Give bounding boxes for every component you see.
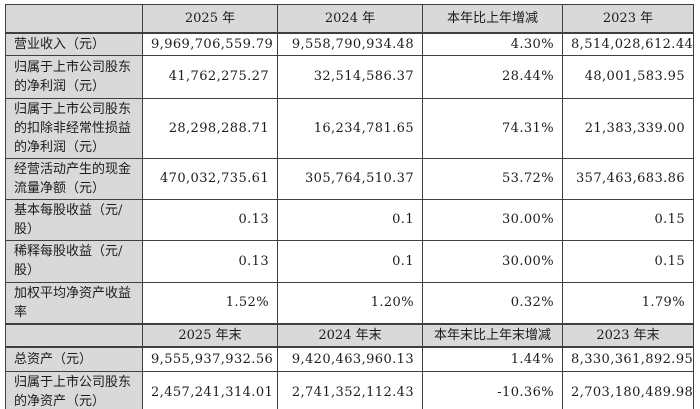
row-label-operating-cash-flow: 经营活动产生的现金流量净额（元）	[5, 157, 143, 200]
table-header-row-annual: 2025 年 2024 年 本年比上年增减 2023 年	[5, 4, 694, 34]
value-cell: 2,703,180,489.98	[562, 371, 694, 409]
value-cell: 9,555,937,932.56	[142, 346, 278, 372]
column-header-yoy-change: 本年比上年增减	[422, 4, 563, 34]
value-cell: 9,969,706,559.79	[142, 32, 278, 56]
column-header-2023: 2023 年	[562, 4, 694, 34]
value-cell: 0.13	[142, 198, 278, 241]
value-cell: 8,514,028,612.44	[562, 32, 694, 56]
row-label-diluted-eps: 稀释每股收益（元/股）	[5, 239, 143, 283]
value-cell: 1.20%	[277, 281, 423, 324]
table-row-basic-eps: 基本每股收益（元/股） 0.13 0.1 30.00% 0.15	[5, 198, 694, 241]
column-header-period-end-change: 本年末比上年末增减	[422, 322, 563, 348]
value-cell: 2,741,352,112.43	[277, 371, 423, 409]
row-label-total-assets: 总资产（元）	[5, 346, 143, 372]
value-cell: 53.72%	[422, 157, 563, 200]
value-cell: 28.44%	[422, 54, 563, 99]
table-row-net-profit: 归属于上市公司股东的净利润（元） 41,762,275.27 32,514,58…	[5, 54, 694, 99]
value-cell: 9,420,463,960.13	[277, 346, 423, 372]
value-cell: 41,762,275.27	[142, 54, 278, 99]
value-cell: 74.31%	[422, 97, 563, 159]
value-cell: 357,463,683.86	[562, 157, 694, 200]
column-header-2025: 2025 年	[142, 4, 278, 34]
table-header-row-period-end: 2025 年末 2024 年末 本年末比上年末增减 2023 年末	[5, 322, 694, 348]
value-cell: 0.1	[277, 198, 423, 241]
value-cell: 0.1	[277, 239, 423, 283]
corner-cell	[5, 4, 143, 34]
value-cell: 16,234,781.65	[277, 97, 423, 159]
table-row-diluted-eps: 稀释每股收益（元/股） 0.13 0.1 30.00% 0.15	[5, 239, 694, 283]
value-cell: 1.52%	[142, 281, 278, 324]
table-row-net-assets: 归属于上市公司股东的净资产（元） 2,457,241,314.01 2,741,…	[5, 371, 694, 409]
value-cell: 21,383,339.00	[562, 97, 694, 159]
row-label-net-profit: 归属于上市公司股东的净利润（元）	[5, 54, 143, 99]
value-cell: 28,298,288.71	[142, 97, 278, 159]
value-cell: 0.32%	[422, 281, 563, 324]
value-cell: 2,457,241,314.01	[142, 371, 278, 409]
value-cell: 0.13	[142, 239, 278, 283]
value-cell: 4.30%	[422, 32, 563, 56]
value-cell: 30.00%	[422, 198, 563, 241]
value-cell: 32,514,586.37	[277, 54, 423, 99]
value-cell: 8,330,361,892.95	[562, 346, 694, 372]
value-cell: 48,001,583.95	[562, 54, 694, 99]
value-cell: 1.79%	[562, 281, 694, 324]
table-row-net-profit-excl-nonrecurring: 归属于上市公司股东的扣除非经常性损益的净利润（元） 28,298,288.71 …	[5, 97, 694, 159]
table-row-revenue: 营业收入（元） 9,969,706,559.79 9,558,790,934.4…	[5, 32, 694, 56]
column-header-2024: 2024 年	[277, 4, 423, 34]
row-label-net-assets: 归属于上市公司股东的净资产（元）	[5, 371, 143, 409]
column-header-2025-end: 2025 年末	[142, 322, 278, 348]
table-row-total-assets: 总资产（元） 9,555,937,932.56 9,420,463,960.13…	[5, 346, 694, 372]
value-cell: 305,764,510.37	[277, 157, 423, 200]
table-row-operating-cash-flow: 经营活动产生的现金流量净额（元） 470,032,735.61 305,764,…	[5, 157, 694, 200]
value-cell: 0.15	[562, 198, 694, 241]
column-header-2024-end: 2024 年末	[277, 322, 423, 348]
value-cell: 30.00%	[422, 239, 563, 283]
row-label-weighted-avg-roe: 加权平均净资产收益率	[5, 281, 143, 324]
value-cell: 0.15	[562, 239, 694, 283]
value-cell: 1.44%	[422, 346, 563, 372]
row-label-revenue: 营业收入（元）	[5, 32, 143, 56]
corner-cell	[5, 322, 143, 348]
column-header-2023-end: 2023 年末	[562, 322, 694, 348]
value-cell: 470,032,735.61	[142, 157, 278, 200]
row-label-net-profit-excl-nonrecurring: 归属于上市公司股东的扣除非经常性损益的净利润（元）	[5, 97, 143, 159]
value-cell: 9,558,790,934.48	[277, 32, 423, 56]
row-label-basic-eps: 基本每股收益（元/股）	[5, 198, 143, 241]
value-cell: -10.36%	[422, 371, 563, 409]
financial-summary-table: 2025 年 2024 年 本年比上年增减 2023 年 营业收入（元） 9,9…	[5, 4, 694, 409]
table-row-weighted-avg-roe: 加权平均净资产收益率 1.52% 1.20% 0.32% 1.79%	[5, 281, 694, 324]
